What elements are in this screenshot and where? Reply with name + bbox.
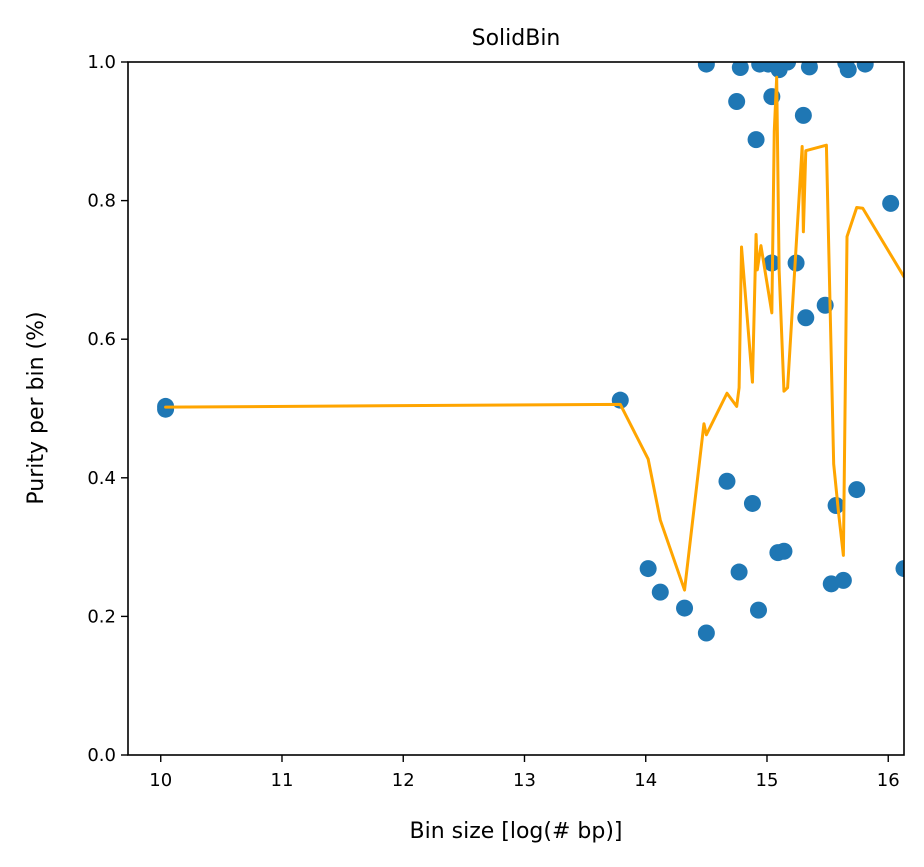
scatter-point (797, 309, 815, 327)
scatter-point (827, 497, 845, 515)
x-tick-label: 16 (877, 770, 900, 791)
scatter-point (743, 494, 761, 512)
scatter-point (848, 481, 866, 499)
y-tick-label: 0.0 (87, 745, 116, 766)
chart-title: SolidBin (472, 26, 561, 51)
x-tick-label: 12 (392, 770, 415, 791)
scatter-point (775, 542, 793, 560)
scatter-point (697, 624, 715, 642)
scatter-point (728, 93, 746, 111)
scatter-point (794, 106, 812, 124)
y-tick-label: 0.8 (87, 191, 116, 212)
x-tick-label: 13 (513, 770, 536, 791)
y-tick-label: 0.6 (87, 329, 116, 350)
x-tick-label: 11 (271, 770, 294, 791)
y-tick-label: 0.4 (87, 468, 116, 489)
x-tick-label: 15 (756, 770, 779, 791)
x-axis: 10 11 12 13 14 15 16 (149, 755, 900, 791)
x-axis-label: Bin size [log(# bp)] (409, 819, 622, 844)
scatter-point (882, 194, 900, 212)
scatter-point (651, 583, 669, 601)
scatter-point (747, 131, 765, 149)
trend-line (164, 75, 904, 592)
scatter-point (697, 62, 715, 73)
y-axis-label: Purity per bin (%) (24, 311, 49, 504)
data-layer (157, 62, 904, 642)
y-axis: 0.0 0.2 0.4 0.6 0.8 1.0 (87, 52, 128, 766)
scatter-point (839, 62, 857, 79)
y-tick-label: 1.0 (87, 52, 116, 73)
scatter-point (157, 400, 175, 418)
scatter-point (676, 599, 694, 617)
scatter-point (750, 601, 767, 619)
scatter-point (895, 560, 904, 578)
y-tick-label: 0.2 (87, 606, 116, 627)
scatter-point (731, 62, 749, 77)
scatter-point (856, 62, 874, 73)
scatter-point (834, 571, 852, 589)
scatter-point (718, 472, 736, 490)
scatter-point (800, 62, 818, 76)
x-tick-label: 14 (634, 770, 657, 791)
scatter-point (730, 563, 748, 581)
plot-frame (127, 61, 905, 756)
scatter-point (779, 62, 797, 71)
x-tick-label: 10 (149, 770, 172, 791)
scatter-point (639, 560, 657, 578)
